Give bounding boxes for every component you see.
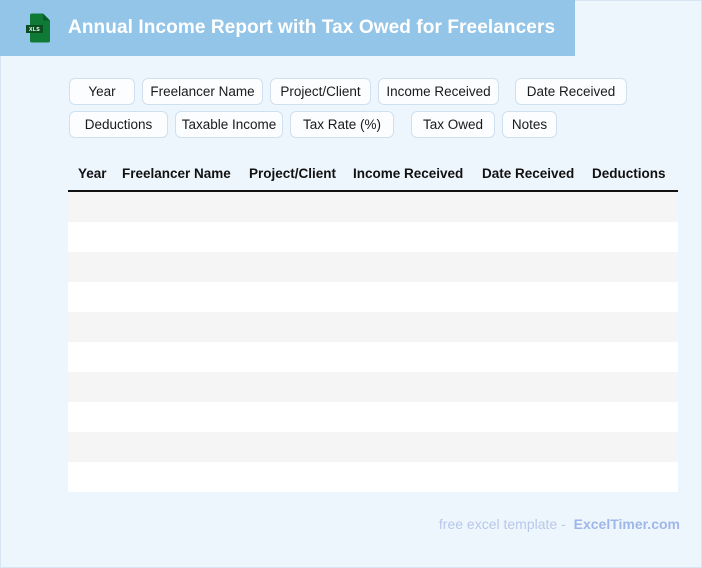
- svg-text:XLS: XLS: [29, 27, 40, 33]
